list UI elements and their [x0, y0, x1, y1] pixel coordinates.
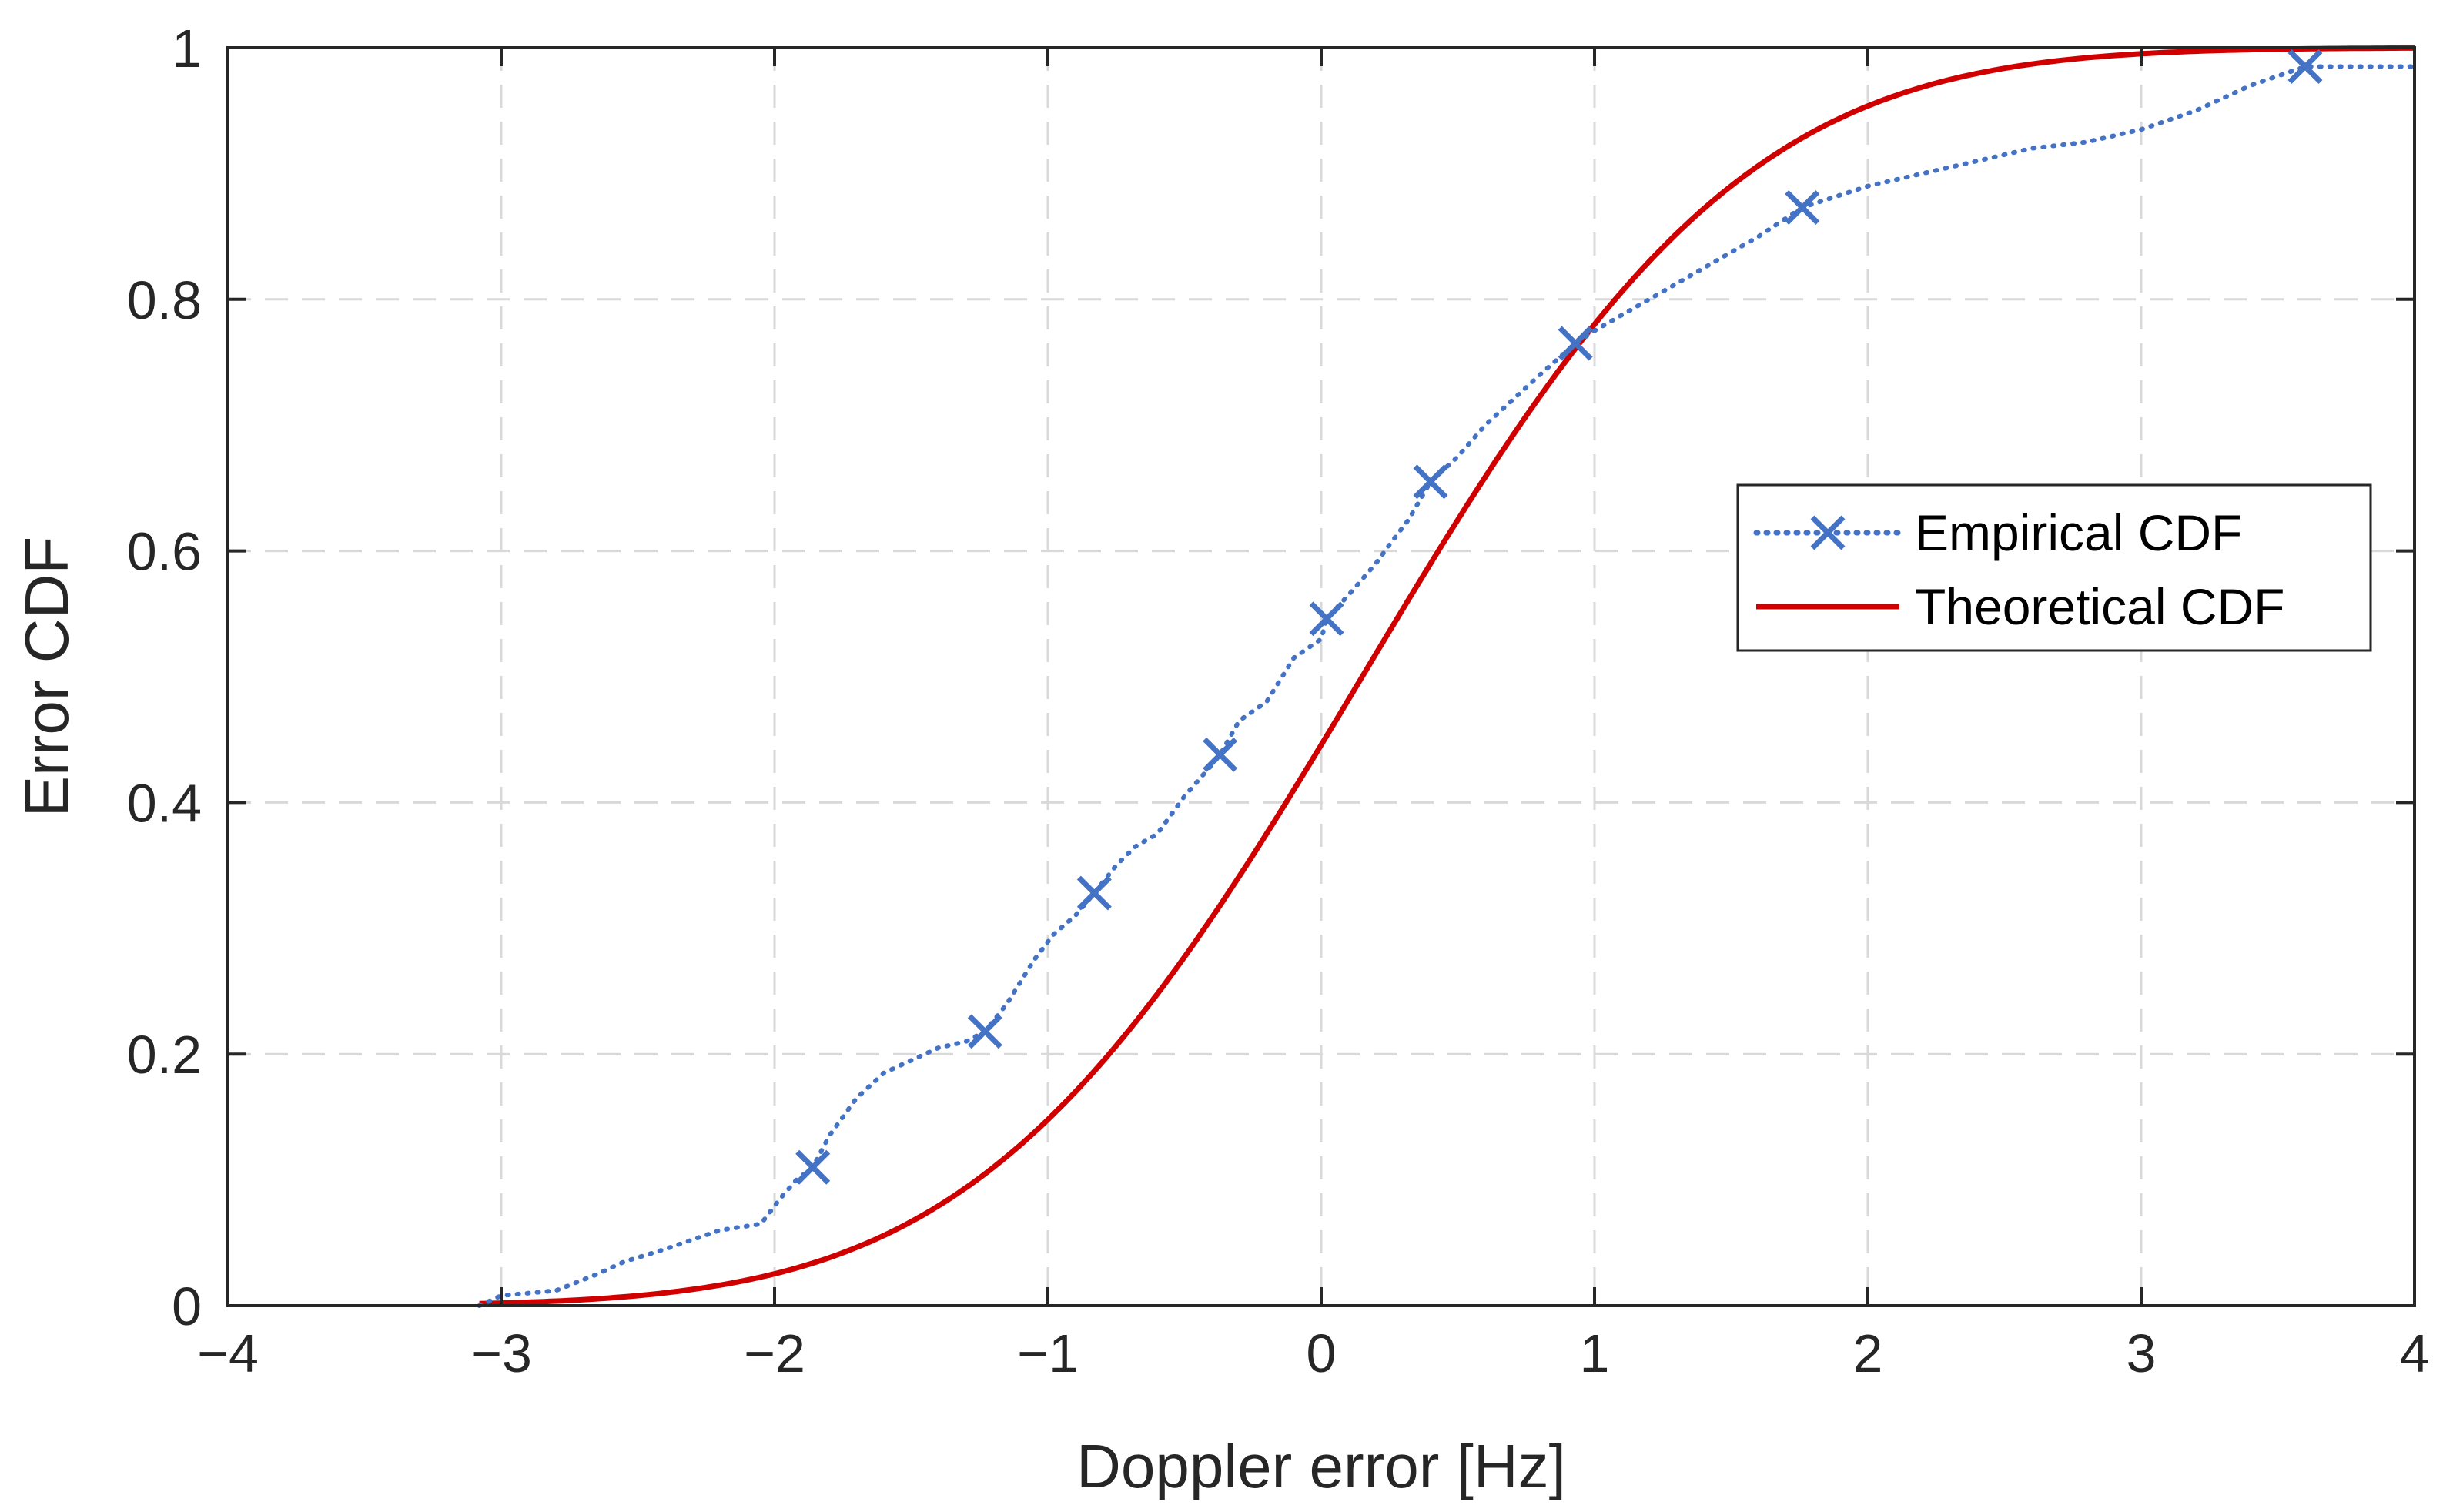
- y-tick-label: 0.2: [127, 1025, 202, 1085]
- x-tick-label: 3: [2127, 1323, 2157, 1383]
- x-tick-label: −4: [197, 1323, 259, 1383]
- empirical-cdf-marker: [1309, 601, 1344, 637]
- series-empirical-cdf: [477, 49, 2417, 1308]
- empirical-cdf-marker-stroke: [795, 1149, 831, 1185]
- empirical-cdf-marker: [1558, 326, 1593, 361]
- legend-empirical-marker: [1810, 515, 1846, 550]
- series-theoretical-cdf: [479, 45, 2415, 1306]
- y-axis-label: Error CDF: [12, 537, 81, 817]
- x-tick-label: −3: [470, 1323, 532, 1383]
- empirical-cdf-line: [477, 64, 2417, 1308]
- x-tick-label: −2: [744, 1323, 805, 1383]
- empirical-cdf-marker-stroke: [1413, 464, 1448, 500]
- grid-lines: [228, 48, 2415, 1306]
- x-tick-label: 4: [2400, 1323, 2430, 1383]
- empirical-cdf-marker-stroke: [1309, 601, 1344, 637]
- x-tick-labels: −4 −3 −2 −1 0 1 2 3 4: [197, 1323, 2429, 1383]
- x-axis-label: Doppler error [Hz]: [1076, 1432, 1566, 1500]
- y-tick-label: 0.8: [127, 270, 202, 330]
- axis-ticks: [226, 46, 2416, 1307]
- empirical-cdf-marker-stroke: [1785, 190, 1820, 225]
- legend-theoretical-label: Theoretical CDF: [1915, 578, 2284, 635]
- empirical-cdf-marker: [1076, 875, 1112, 911]
- empirical-cdf-marker-stroke: [1558, 326, 1593, 361]
- empirical-cdf-marker: [1413, 464, 1448, 500]
- x-tick-label: 1: [1580, 1323, 1610, 1383]
- legend-x-marker: [1810, 515, 1846, 550]
- empirical-cdf-marker: [2287, 49, 2323, 84]
- empirical-cdf-marker: [795, 1149, 831, 1185]
- empirical-cdf-marker: [1203, 737, 1238, 772]
- theoretical-cdf-line: [479, 45, 2415, 1306]
- y-tick-label: 0: [172, 1276, 202, 1336]
- y-tick-label: 0.6: [127, 522, 202, 582]
- empirical-cdf-marker-stroke: [2287, 49, 2323, 84]
- x-tick-label: 2: [1853, 1323, 1883, 1383]
- empirical-cdf-marker-stroke: [967, 1014, 1002, 1049]
- y-tick-label: 0.4: [127, 773, 202, 833]
- legend-empirical-label: Empirical CDF: [1915, 504, 2242, 561]
- y-tick-label: 1: [172, 18, 202, 79]
- x-tick-label: −1: [1017, 1323, 1079, 1383]
- empirical-cdf-marker: [967, 1014, 1002, 1049]
- empirical-cdf-marker-stroke: [1076, 875, 1112, 911]
- legend-x-marker-stroke: [1810, 515, 1846, 550]
- legend: Empirical CDF Theoretical CDF: [1736, 483, 2372, 652]
- legend-box: [1736, 483, 2372, 652]
- empirical-cdf-marker-stroke: [1203, 737, 1238, 772]
- empirical-cdf-marker: [1785, 190, 1820, 225]
- x-tick-label: 0: [1307, 1323, 1337, 1383]
- y-tick-labels: 0 0.2 0.4 0.6 0.8 1: [127, 18, 202, 1336]
